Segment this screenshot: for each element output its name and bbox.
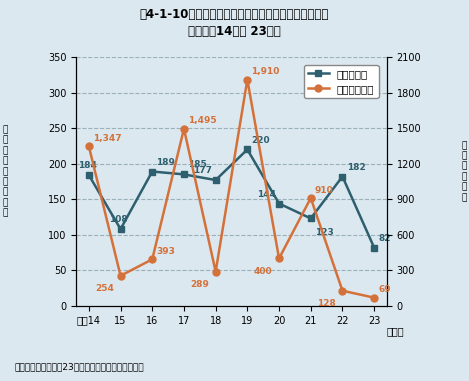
被害届出人数 (118, 274, 123, 278)
発令延日数 (308, 216, 314, 221)
発令延日数 (276, 201, 282, 206)
Text: 189: 189 (157, 158, 175, 166)
Text: 82: 82 (378, 234, 391, 243)
Text: 185: 185 (188, 160, 207, 170)
Line: 被害届出人数: 被害届出人数 (85, 76, 378, 301)
Text: 128: 128 (318, 299, 336, 308)
発令延日数 (181, 172, 187, 177)
被害届出人数 (308, 196, 314, 200)
Text: 資料：環境省「平成23年光化学大気汚染関係資料」: 資料：環境省「平成23年光化学大気汚染関係資料」 (14, 362, 144, 371)
発令延日数 (371, 245, 377, 250)
Text: 図4-1-10　注意報等発令延べ日数、被害届出人数の推: 図4-1-10 注意報等発令延べ日数、被害届出人数の推 (140, 8, 329, 21)
発令延日数 (213, 178, 219, 182)
Text: 移（平成14年～ 23年）: 移（平成14年～ 23年） (188, 25, 281, 38)
Text: 108: 108 (109, 215, 128, 224)
被害届出人数 (276, 256, 282, 261)
Text: 1,495: 1,495 (188, 116, 217, 125)
被害届出人数 (181, 126, 187, 131)
Text: 1,347: 1,347 (93, 134, 121, 143)
被害届出人数 (213, 269, 219, 274)
Line: 発令延日数: 発令延日数 (85, 146, 378, 251)
Text: 69: 69 (378, 285, 391, 294)
被害届出人数 (86, 144, 91, 149)
Text: 220: 220 (251, 136, 270, 144)
発令延日数 (150, 169, 155, 174)
Text: 182: 182 (347, 163, 365, 171)
被害届出人数 (150, 257, 155, 262)
Text: 400: 400 (254, 267, 272, 276)
Text: 910: 910 (315, 186, 333, 195)
Legend: 発令延日数, 被害届出人数: 発令延日数, 被害届出人数 (303, 65, 378, 98)
発令延日数 (86, 173, 91, 178)
発令延日数 (244, 147, 250, 152)
発令延日数 (118, 227, 123, 231)
Text: 注
意
報
等
発
令
延
日
数: 注 意 報 等 発 令 延 日 数 (2, 125, 8, 218)
Text: 177: 177 (193, 166, 212, 175)
発令延日数 (340, 174, 345, 179)
Text: 393: 393 (157, 247, 175, 256)
Text: 289: 289 (191, 280, 210, 289)
Text: 123: 123 (315, 228, 333, 237)
被害届出人数 (371, 295, 377, 300)
Text: 被
害
届
出
人
数: 被 害 届 出 人 数 (461, 141, 467, 202)
Text: （年）: （年） (387, 326, 404, 336)
Text: 1,910: 1,910 (251, 67, 280, 76)
Text: 254: 254 (96, 284, 114, 293)
被害届出人数 (340, 288, 345, 293)
Text: 184: 184 (78, 161, 97, 170)
被害届出人数 (244, 77, 250, 82)
Text: 144: 144 (257, 190, 276, 199)
